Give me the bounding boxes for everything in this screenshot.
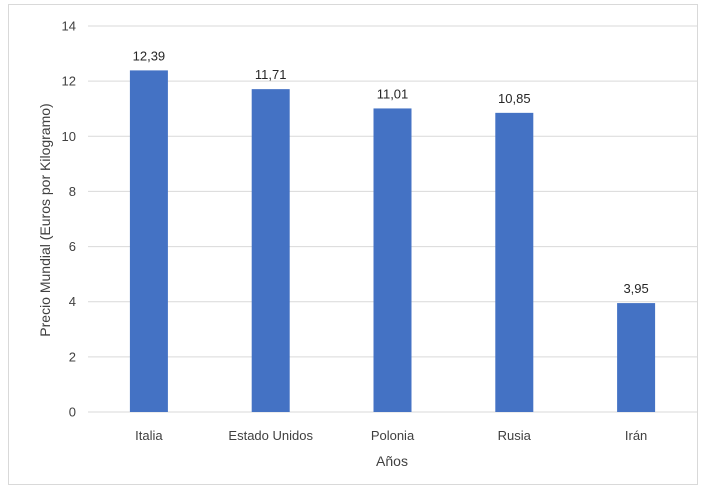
y-tick-label: 0 <box>69 405 76 420</box>
x-tick-label: Estado Unidos <box>228 428 313 443</box>
bar <box>129 70 168 412</box>
bar <box>373 108 412 412</box>
y-tick-label: 10 <box>62 129 76 144</box>
bar <box>617 303 656 412</box>
y-tick-label: 4 <box>69 294 76 309</box>
data-label: 10,85 <box>498 91 531 106</box>
x-axis-title: Años <box>376 453 408 469</box>
data-label: 11,01 <box>377 86 409 101</box>
y-tick-label: 14 <box>62 19 76 34</box>
data-label: 11,71 <box>255 67 287 82</box>
x-tick-label: Polonia <box>371 428 415 443</box>
x-tick-label: Rusia <box>498 428 532 443</box>
x-tick-label: Italia <box>135 428 163 443</box>
x-tick-label: Irán <box>625 428 647 443</box>
chart-frame <box>8 4 698 485</box>
data-labels: 12,39 11,71 11,01 10,85 3,95 <box>133 48 649 296</box>
y-axis-ticks: 0 2 4 6 8 10 12 14 <box>62 19 76 420</box>
y-tick-label: 8 <box>69 184 76 199</box>
x-axis-ticks: Italia Estado Unidos Polonia Rusia Irán <box>135 428 647 443</box>
y-axis-title: Precio Mundial (Euros por Kilogramo) <box>37 103 53 336</box>
data-label: 12,39 <box>133 48 166 63</box>
bars <box>129 70 656 412</box>
y-tick-label: 12 <box>62 74 76 89</box>
bar <box>495 112 534 412</box>
data-label: 3,95 <box>623 281 648 296</box>
bar <box>251 89 290 412</box>
y-tick-label: 6 <box>69 239 76 254</box>
y-tick-label: 2 <box>69 349 76 364</box>
